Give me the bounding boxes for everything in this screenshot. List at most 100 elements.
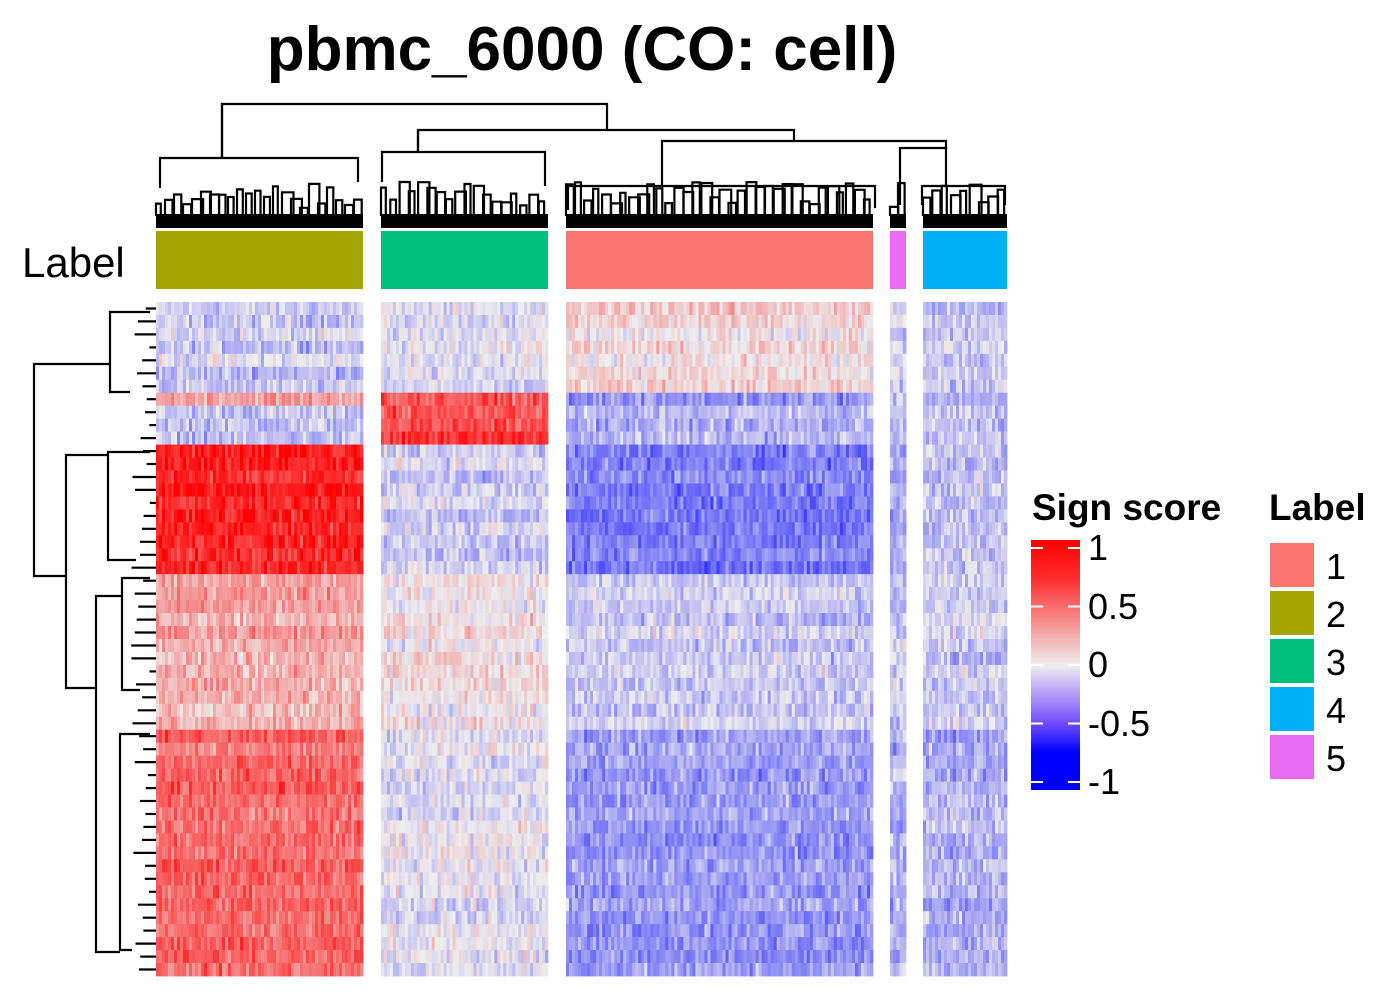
heatmap-cell [512,353,516,368]
heatmap-cell [455,470,459,484]
heatmap-cell [225,431,229,445]
heatmap-cell [198,535,202,549]
heatmap-cell [168,379,172,394]
heatmap-cell [354,872,358,886]
heatmap-cell [506,340,510,355]
heatmap-cell [536,327,540,342]
heatmap-cell [237,755,241,770]
heatmap-cell [455,522,459,536]
heatmap-cell [333,794,337,808]
heatmap-cell [354,950,358,964]
heatmap-cell [222,470,226,484]
heatmap-cell [234,833,238,847]
heatmap-cell [204,470,208,484]
heatmap-cell [419,431,424,445]
heatmap-cell [156,340,160,355]
heatmap-cell [413,302,418,316]
heatmap-cell [389,457,394,471]
heatmap-cell [189,535,193,549]
heatmap-cell [198,794,202,808]
heatmap-cell [542,522,546,536]
heatmap-cell [455,574,459,588]
heatmap-cell [357,340,361,355]
heatmap-cell [530,353,534,368]
heatmap-cell [273,885,277,899]
heatmap-cell [183,898,187,912]
heatmap-cell [419,574,424,588]
heatmap-cell [222,366,226,381]
heatmap-cell [219,898,223,912]
heatmap-cell [297,587,301,601]
heatmap-cell [345,768,349,782]
heatmap-cell [306,937,310,951]
heatmap-cell [207,690,211,705]
heatmap-cell [165,664,169,679]
heatmap-cell [345,742,349,757]
heatmap-cell [512,483,516,497]
heatmap-cell [255,405,259,420]
heatmap-cell [180,794,184,808]
heatmap-cell [410,392,415,407]
heatmap-cell [339,859,343,873]
heatmap-cell [303,664,307,679]
heatmap-cell [327,807,331,821]
heatmap-cell [267,703,271,718]
heatmap-cell [386,431,391,445]
heatmap-cell [177,431,181,445]
heatmap-cell [536,470,540,484]
heatmap-cell [189,807,193,821]
heatmap-cell [506,302,510,316]
heatmap-cell [249,742,253,757]
heatmap-cell [464,379,468,394]
heatmap-cell [210,833,214,847]
heatmap-cell [180,535,184,549]
heatmap-cell [318,353,322,368]
heatmap-cell [315,742,319,757]
heatmap-cell [485,587,489,601]
heatmap-cell [401,431,406,445]
heatmap-cell [407,340,412,355]
heatmap-cell [165,613,169,627]
heatmap-cell [273,483,277,497]
heatmap-cell [282,781,286,795]
heatmap-cell [530,574,534,588]
heatmap-cell [285,820,289,834]
heatmap-cell [431,483,436,497]
heatmap-cell [294,664,298,679]
heatmap-cell [485,457,489,471]
heatmap-cell [336,392,340,407]
heatmap-cell [515,457,519,471]
heatmap-cell [228,418,232,433]
heatmap-cell [171,898,175,912]
heatmap-cell [213,950,217,964]
heatmap-cell [288,613,292,627]
dendrogram-branch [664,202,673,216]
heatmap-cell [455,535,459,549]
heatmap-cell [198,327,202,342]
heatmap-cell [431,470,436,484]
heatmap-cell [386,470,391,484]
heatmap-cell [470,496,474,510]
heatmap-cell [422,587,427,601]
heatmap-cell [503,392,507,407]
heatmap-cell [342,729,346,744]
heatmap-cell [452,561,456,575]
heatmap-cell [348,729,352,744]
heatmap-cell [207,639,211,653]
heatmap-cell [360,768,364,782]
heatmap-cell [327,911,331,925]
heatmap-cell [324,924,328,938]
heatmap-cell [309,639,313,653]
heatmap-cell [383,470,388,484]
heatmap-cell [168,781,172,795]
heatmap-cell [183,924,187,938]
heatmap-cell [386,379,391,394]
heatmap-cell [470,353,474,368]
heatmap-cell [243,548,247,562]
heatmap-cell [276,924,280,938]
dendrogram-branch [163,198,174,216]
heatmap-cell [357,872,361,886]
heatmap-cell [171,768,175,782]
heatmap-cell [285,574,289,588]
heatmap-cell [198,470,202,484]
